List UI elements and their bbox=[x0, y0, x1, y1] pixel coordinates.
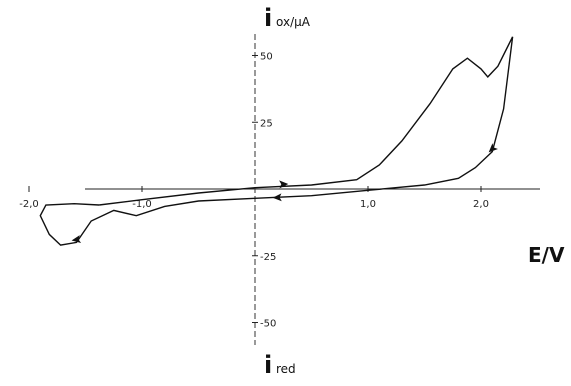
sweep-direction-arrow bbox=[272, 193, 282, 202]
arrow-head bbox=[488, 143, 498, 153]
x-tick-label: -2,0 bbox=[19, 199, 39, 210]
sweep-direction-arrows bbox=[71, 143, 498, 243]
voltammogram-anodic-sweep bbox=[99, 36, 514, 206]
voltammogram-cathodic-sweep bbox=[39, 36, 514, 246]
sweep-direction-arrow bbox=[279, 180, 289, 189]
arrow-head bbox=[272, 193, 282, 202]
x-tick-label: 1,0 bbox=[360, 199, 376, 210]
y-tick-label: 50 bbox=[260, 52, 273, 63]
x-axis-label: E/V bbox=[528, 243, 565, 267]
y-axis-bottom-label: i bbox=[264, 351, 272, 379]
y-tick-label: -50 bbox=[260, 319, 276, 330]
y-axis-top-label: i bbox=[264, 4, 272, 32]
x-tick-label: 2,0 bbox=[473, 199, 489, 210]
sweep-direction-arrow bbox=[488, 143, 498, 153]
ticks: -2,0 -1,0 1,0 2,0 50 25 -25 -50 bbox=[19, 52, 489, 330]
arrow-head bbox=[71, 235, 82, 243]
axes bbox=[85, 34, 540, 345]
sweep-direction-arrow bbox=[71, 235, 82, 243]
y-axis-top-sub-label: ox/μA bbox=[276, 15, 311, 29]
y-tick-label: 25 bbox=[260, 118, 273, 129]
y-tick-label: -25 bbox=[260, 252, 276, 263]
y-axis-bottom-sub-label: red bbox=[276, 362, 296, 376]
arrow-head bbox=[279, 180, 289, 189]
x-tick-label: -1,0 bbox=[132, 199, 152, 210]
